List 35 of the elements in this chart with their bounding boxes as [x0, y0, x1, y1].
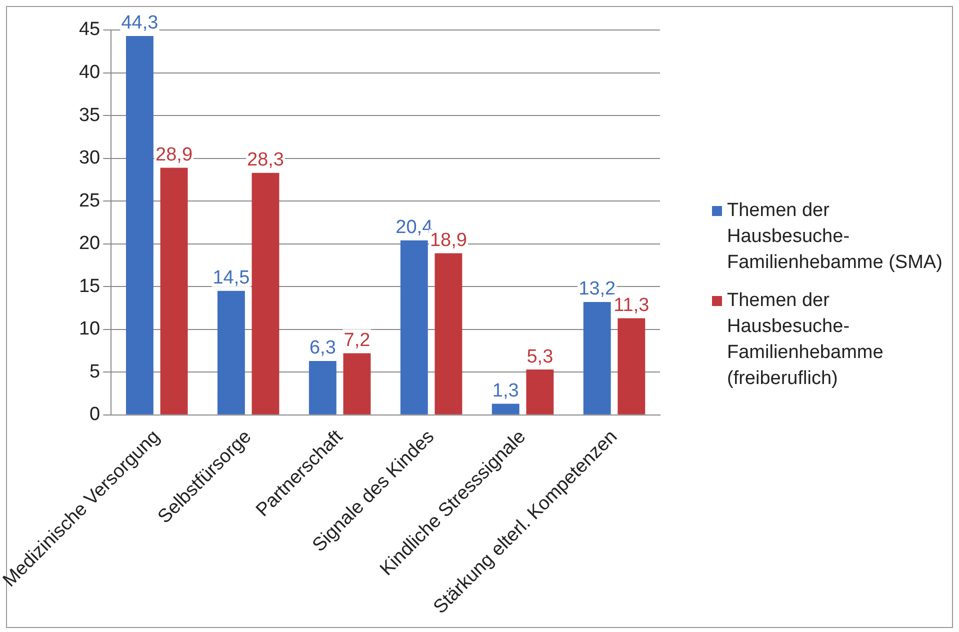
- y-tick-label: 25: [78, 190, 100, 212]
- bar: [160, 168, 188, 414]
- bar: [583, 302, 611, 414]
- legend-label: Themen der Hausbesuche-Familienhebamme (SMA): [727, 199, 944, 275]
- y-tick-label: 40: [78, 62, 100, 83]
- data-label: 18,9: [430, 230, 467, 251]
- bar: [434, 253, 462, 414]
- data-label: 7,2: [344, 330, 370, 352]
- data-label: 6,3: [309, 338, 336, 359]
- bar: [618, 318, 646, 414]
- data-label: 13,2: [578, 278, 616, 300]
- data-label: 44,3: [121, 12, 158, 34]
- y-tick-label: 30: [78, 148, 100, 169]
- data-label: 14,5: [212, 268, 250, 289]
- y-tick-label: 15: [78, 276, 100, 297]
- data-label: 28,3: [247, 150, 284, 171]
- y-tick-label: 20: [78, 233, 100, 254]
- y-tick-label: 0: [90, 404, 100, 426]
- data-label: 28,9: [156, 144, 193, 166]
- bar: [492, 404, 520, 414]
- bar: [126, 36, 154, 414]
- bar: [252, 172, 280, 414]
- bar: [217, 290, 245, 414]
- y-tick-label: 10: [78, 318, 100, 340]
- bar: [343, 353, 371, 414]
- bar: [400, 240, 428, 414]
- data-label: 1,3: [492, 380, 519, 402]
- bar: [308, 361, 336, 414]
- y-tick-label: 45: [78, 19, 100, 40]
- data-label: 5,3: [526, 346, 554, 368]
- y-tick-label: 35: [78, 104, 100, 126]
- data-label: 11,3: [614, 294, 650, 316]
- bar: [526, 370, 554, 414]
- legend-label: Themen der Hausbesuche-Familienhebamme (freiberuflich): [727, 289, 884, 391]
- y-tick-label: 5: [90, 361, 100, 382]
